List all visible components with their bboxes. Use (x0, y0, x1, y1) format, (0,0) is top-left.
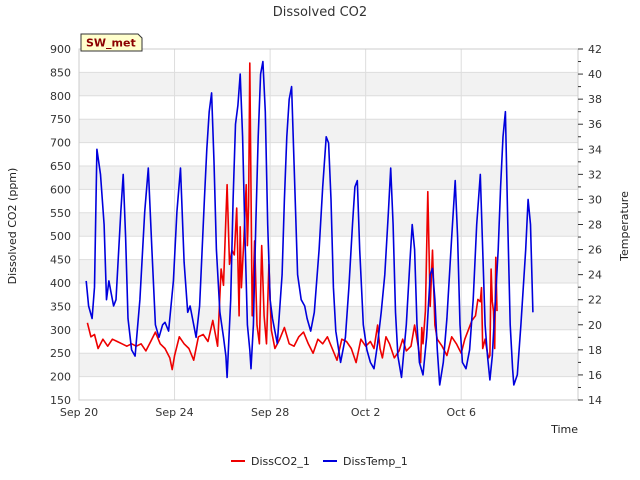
y-tick-label: 450 (50, 254, 71, 267)
y-tick-label: 200 (50, 371, 71, 384)
left-axis-ticks: 150 200 250 300 350 400 450 500 550 600 650 700 750 8… (50, 43, 71, 407)
y-tick-label: 650 (50, 160, 71, 173)
x-tick-label: Sep 24 (155, 406, 193, 419)
y2-tick-label: 40 (588, 68, 602, 81)
y-tick-label: 700 (50, 137, 71, 150)
y-tick-label: 800 (50, 90, 71, 103)
background-band (79, 353, 578, 377)
y2-tick-label: 22 (588, 294, 602, 307)
legend: DissCO2_1 DissTemp_1 (231, 455, 408, 468)
y2-tick-label: 16 (588, 369, 602, 382)
right-axis-ticks: 14 16 18 20 22 24 26 28 30 32 34 36 38 40 42 (578, 43, 602, 407)
legend-label-disstemp: DissTemp_1 (343, 455, 408, 468)
background-bands (79, 72, 578, 377)
background-band (79, 72, 578, 96)
series-lines (85, 60, 534, 386)
y-tick-label: 750 (50, 113, 71, 126)
x-tick-label: Sep 20 (60, 406, 98, 419)
y2-tick-label: 42 (588, 43, 602, 56)
y-tick-label: 500 (50, 230, 71, 243)
site-badge-label: SW_met (86, 37, 136, 50)
y-tick-label: 850 (50, 66, 71, 79)
background-band (79, 212, 578, 237)
chart-title: Dissolved CO2 (273, 5, 367, 20)
y2-tick-label: 28 (588, 219, 602, 232)
y-tick-label: 300 (50, 324, 71, 337)
x-axis-ticks: Sep 20 Sep 24 Sep 28 Oct 2 Oct 6 (60, 406, 476, 419)
x-tick-label: Sep 28 (251, 406, 289, 419)
y-tick-label: 400 (50, 277, 71, 290)
y2-tick-label: 36 (588, 118, 602, 131)
y2-axis-title: Temperature (618, 191, 631, 262)
y2-tick-label: 26 (588, 244, 602, 257)
y-tick-label: 250 (50, 347, 71, 360)
y-tick-label: 600 (50, 183, 71, 196)
y2-tick-label: 14 (588, 394, 602, 407)
gridlines (78, 48, 578, 401)
x-axis-title: Time (550, 423, 578, 436)
series-line-dissco2-1 (86, 62, 498, 371)
series-line-disstemp-1 (85, 60, 534, 386)
legend-label-dissco2: DissCO2_1 (251, 455, 310, 468)
y2-tick-label: 24 (588, 269, 602, 282)
y-tick-label: 550 (50, 207, 71, 220)
y2-tick-label: 38 (588, 93, 602, 106)
background-band (79, 119, 578, 143)
background-band (79, 166, 578, 190)
y-tick-label: 350 (50, 300, 71, 313)
y2-tick-label: 18 (588, 344, 602, 357)
site-badge-box (80, 33, 143, 52)
background-band (79, 259, 578, 283)
x-tick-label: Oct 2 (351, 406, 381, 419)
y-tick-label: 150 (50, 394, 71, 407)
y-tick-label: 900 (50, 43, 71, 56)
y-axis-title: Dissolved CO2 (ppm) (6, 168, 19, 285)
y2-tick-label: 20 (588, 319, 602, 332)
x-tick-label: Oct 6 (446, 406, 476, 419)
y2-tick-label: 30 (588, 193, 602, 206)
y2-tick-label: 34 (588, 143, 602, 156)
y2-tick-label: 32 (588, 168, 602, 181)
background-band (79, 306, 578, 330)
site-badge: SW_met (80, 33, 143, 52)
